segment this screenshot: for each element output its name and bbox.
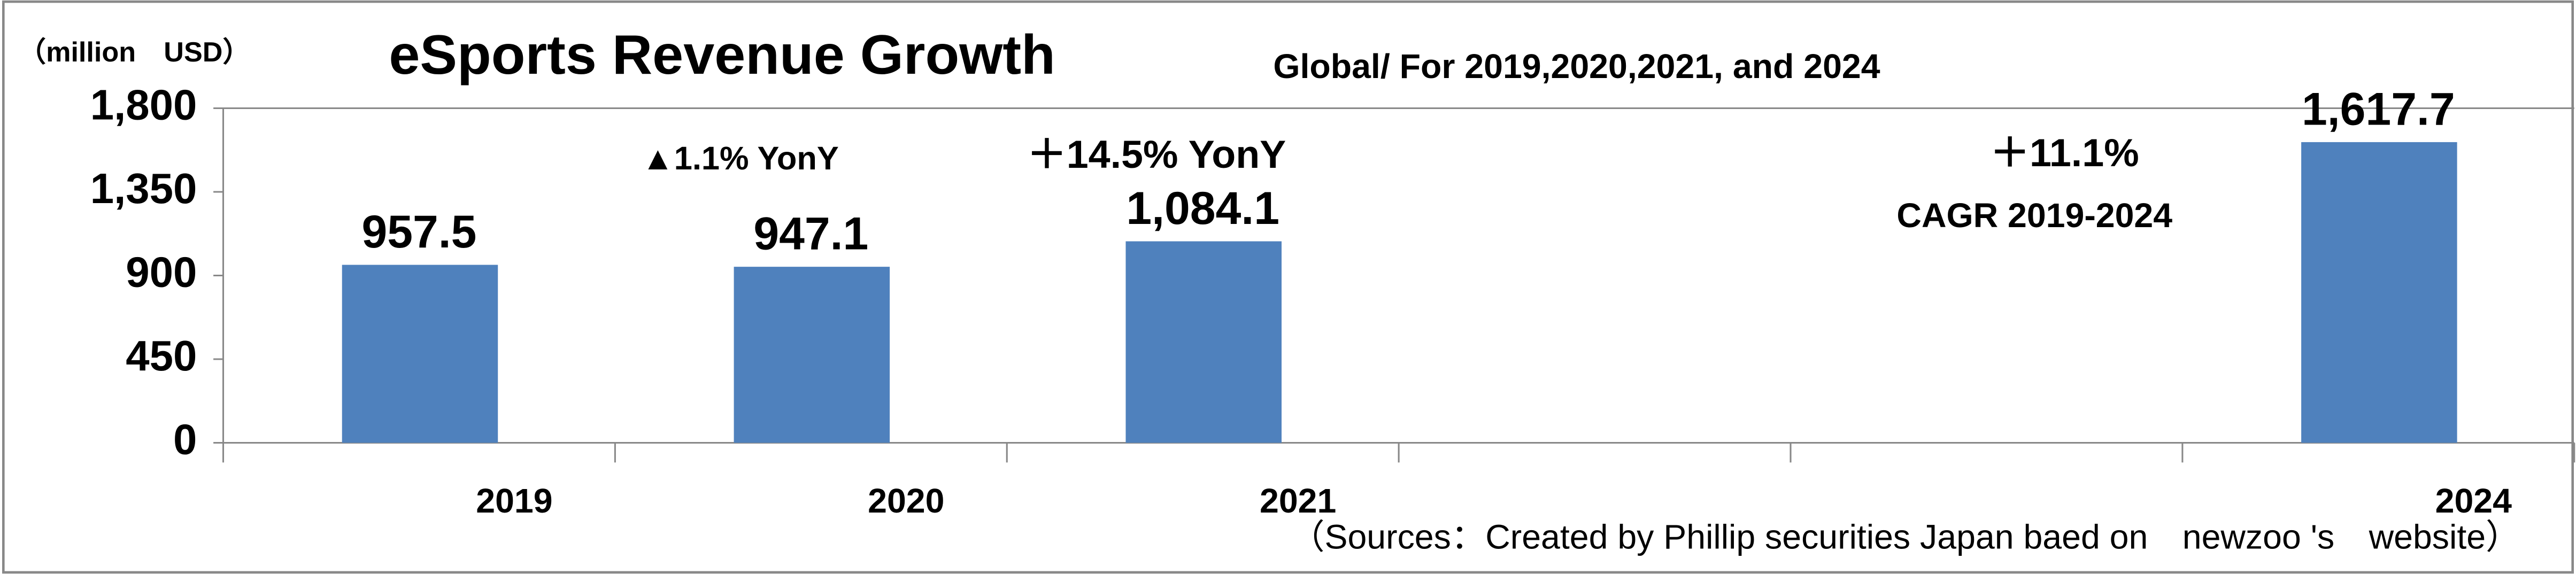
x-tick-label: 2019: [476, 482, 552, 520]
x-tick-label: 2021: [1260, 482, 1336, 520]
chart-subtitle: Global/ For 2019,2020,2021, and 2024: [1273, 47, 1880, 86]
y-tick-label: 0: [173, 416, 197, 463]
annotation: ＋11.1%: [1990, 130, 2139, 175]
annotation: ▲1.1% YonY: [642, 140, 839, 177]
y-tick-label: 1,350: [90, 165, 197, 212]
x-tick-label: 2024: [2435, 482, 2512, 520]
bar: [342, 265, 498, 443]
annotation: CAGR 2019-2024: [1896, 196, 2172, 235]
data-label: 957.5: [361, 206, 476, 258]
chart-title: eSports Revenue Growth: [389, 24, 1055, 86]
data-label: 1,617.7: [2302, 83, 2455, 135]
y-tick-label: 900: [126, 249, 197, 296]
x-tick-label: 2020: [868, 482, 944, 520]
bar: [2301, 142, 2457, 443]
y-axis-label: （million USD）: [18, 37, 251, 68]
y-tick-label: 450: [126, 332, 197, 379]
data-label: 947.1: [753, 208, 868, 260]
bar: [734, 267, 890, 443]
y-tick-label: 1,800: [90, 81, 197, 129]
bar: [1125, 241, 1282, 443]
data-label: 1,084.1: [1126, 183, 1279, 234]
annotation: ＋14.5% YonY: [1027, 132, 1286, 176]
source-note: （Sources：Created by Phillip securities J…: [1290, 518, 2520, 556]
